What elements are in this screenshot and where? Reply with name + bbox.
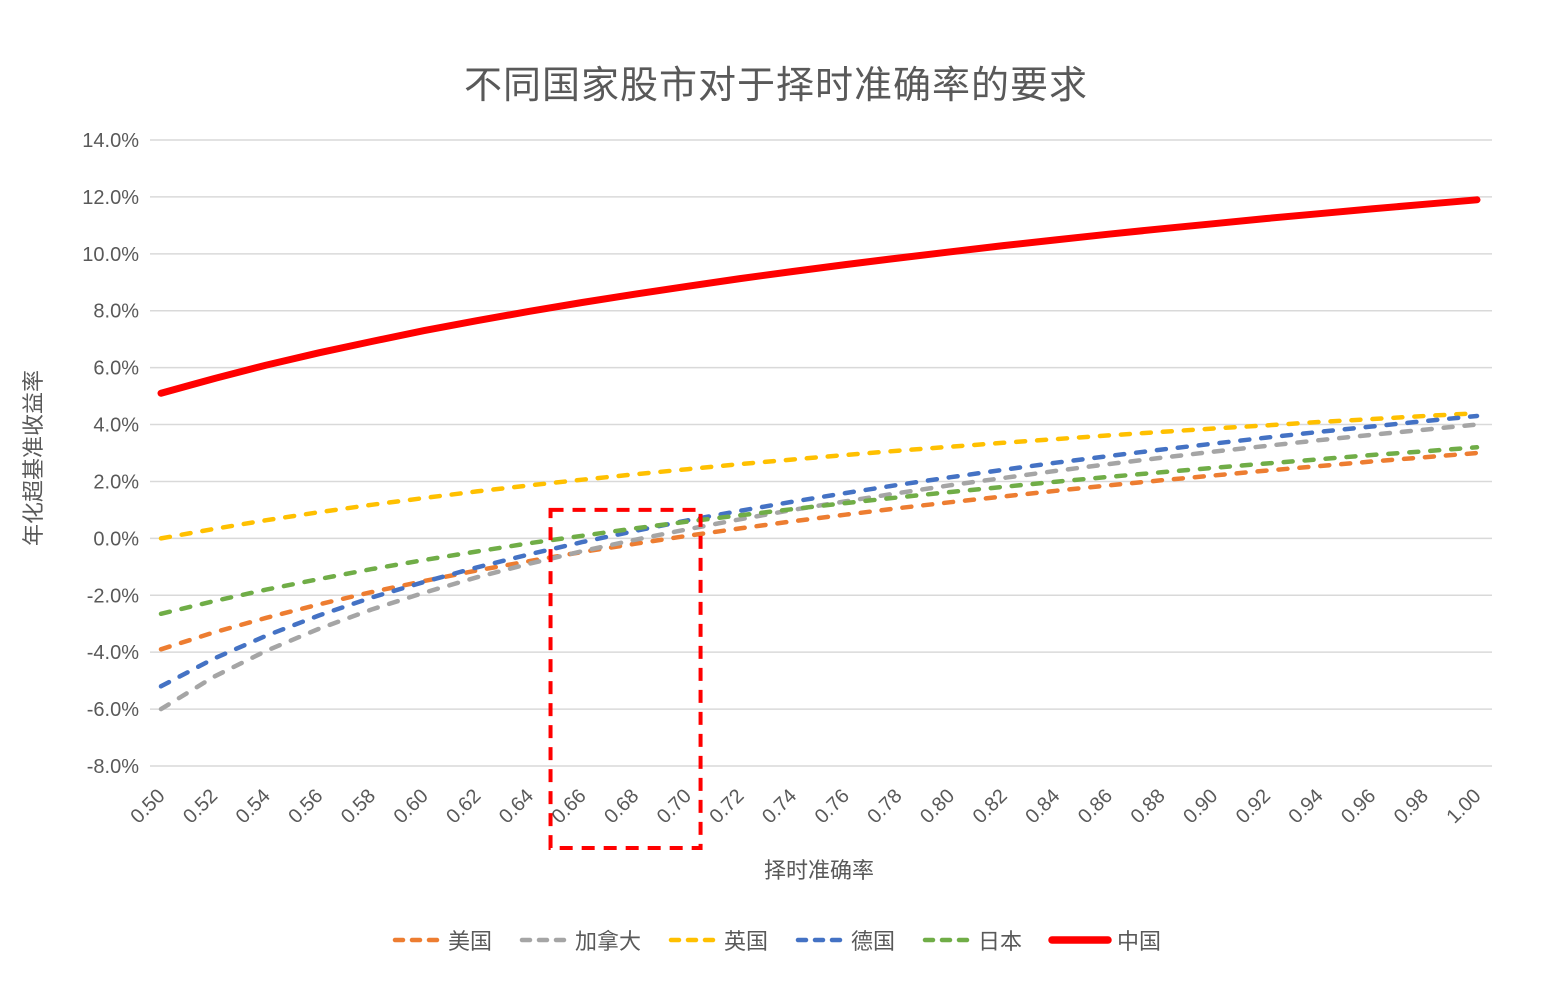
legend-label-japan: 日本 <box>978 929 1023 954</box>
legend-label-canada: 加拿大 <box>574 929 641 954</box>
x-tick-label: 0.56 <box>284 785 327 828</box>
x-tick-label: 0.88 <box>1127 785 1170 828</box>
x-tick-label: 0.66 <box>548 785 591 828</box>
y-tick-label: -2.0% <box>87 585 139 607</box>
x-tick-label: 0.68 <box>600 785 643 828</box>
legend-item-uk: 英国 <box>667 924 768 956</box>
chart-title: 不同国家股市对于择时准确率的要求 <box>463 65 1088 107</box>
highlight-box <box>548 507 703 850</box>
y-tick-label: 2.0% <box>93 471 139 493</box>
x-tick-label: 0.62 <box>442 785 485 828</box>
legend-item-germany: 德国 <box>794 924 895 956</box>
legend-swatch-us <box>392 937 442 943</box>
x-tick-label: 0.58 <box>337 785 380 828</box>
legend-item-japan: 日本 <box>921 924 1022 956</box>
x-tick-label: 0.92 <box>1232 785 1275 828</box>
legend: 美国 加拿大 英国 德国 日本 中国 <box>0 924 1552 956</box>
legend-label-germany: 德国 <box>851 929 896 954</box>
x-tick-label: 1.00 <box>1442 785 1485 828</box>
y-tick-label: -4.0% <box>87 642 139 664</box>
series-line-uk <box>158 410 1480 541</box>
legend-label-china: 中国 <box>1117 929 1162 954</box>
x-tick-label: 0.72 <box>705 785 748 828</box>
x-tick-label: 0.76 <box>811 785 854 828</box>
legend-label-us: 美国 <box>447 929 492 954</box>
x-tick-label: 0.50 <box>126 785 169 828</box>
y-tick-label: 8.0% <box>93 301 139 323</box>
x-tick-label: 0.60 <box>390 785 433 828</box>
x-tick-label: 0.84 <box>1021 785 1064 828</box>
y-tick-label: 0.0% <box>93 528 139 550</box>
y-tick-label: -8.0% <box>87 756 139 778</box>
y-tick-label: 4.0% <box>93 415 139 437</box>
x-tick-label: 0.94 <box>1285 785 1328 828</box>
y-tick-label: 6.0% <box>93 358 139 380</box>
series-line-germany <box>158 413 1480 689</box>
x-tick-label: 0.82 <box>969 785 1012 828</box>
x-tick-label: 0.54 <box>232 785 275 828</box>
series-line-canada <box>158 422 1480 712</box>
legend-label-uk: 英国 <box>723 929 768 954</box>
legend-item-china: 中国 <box>1048 924 1161 956</box>
x-tick-label: 0.86 <box>1074 785 1117 828</box>
series-line-china <box>157 196 1481 397</box>
legend-swatch-china <box>1048 936 1112 944</box>
legend-item-canada: 加拿大 <box>518 924 641 956</box>
y-tick-label: 12.0% <box>82 187 139 209</box>
series-line-us <box>158 450 1480 652</box>
x-tick-label: 0.78 <box>863 785 906 828</box>
x-tick-label: 0.96 <box>1337 785 1380 828</box>
legend-swatch-uk <box>668 937 718 943</box>
legend-item-us: 美国 <box>391 924 492 956</box>
y-tick-label: 10.0% <box>82 244 139 266</box>
x-tick-label: 0.98 <box>1390 785 1433 828</box>
x-axis-title: 择时准确率 <box>763 858 874 883</box>
legend-swatch-japan <box>922 937 972 943</box>
x-tick-label: 0.52 <box>179 785 222 828</box>
legend-swatch-canada <box>519 937 569 943</box>
y-tick-label: 14.0% <box>82 130 139 152</box>
x-tick-label: 0.80 <box>916 785 959 828</box>
series-line-japan <box>158 445 1480 617</box>
y-tick-label: -6.0% <box>87 699 139 721</box>
x-tick-label: 0.64 <box>495 785 538 828</box>
legend-swatch-germany <box>795 937 845 943</box>
x-tick-label: 0.74 <box>758 785 801 828</box>
x-tick-label: 0.90 <box>1179 785 1222 828</box>
y-axis-title: 年化超基准收益率 <box>21 370 46 547</box>
x-tick-label: 0.70 <box>653 785 696 828</box>
